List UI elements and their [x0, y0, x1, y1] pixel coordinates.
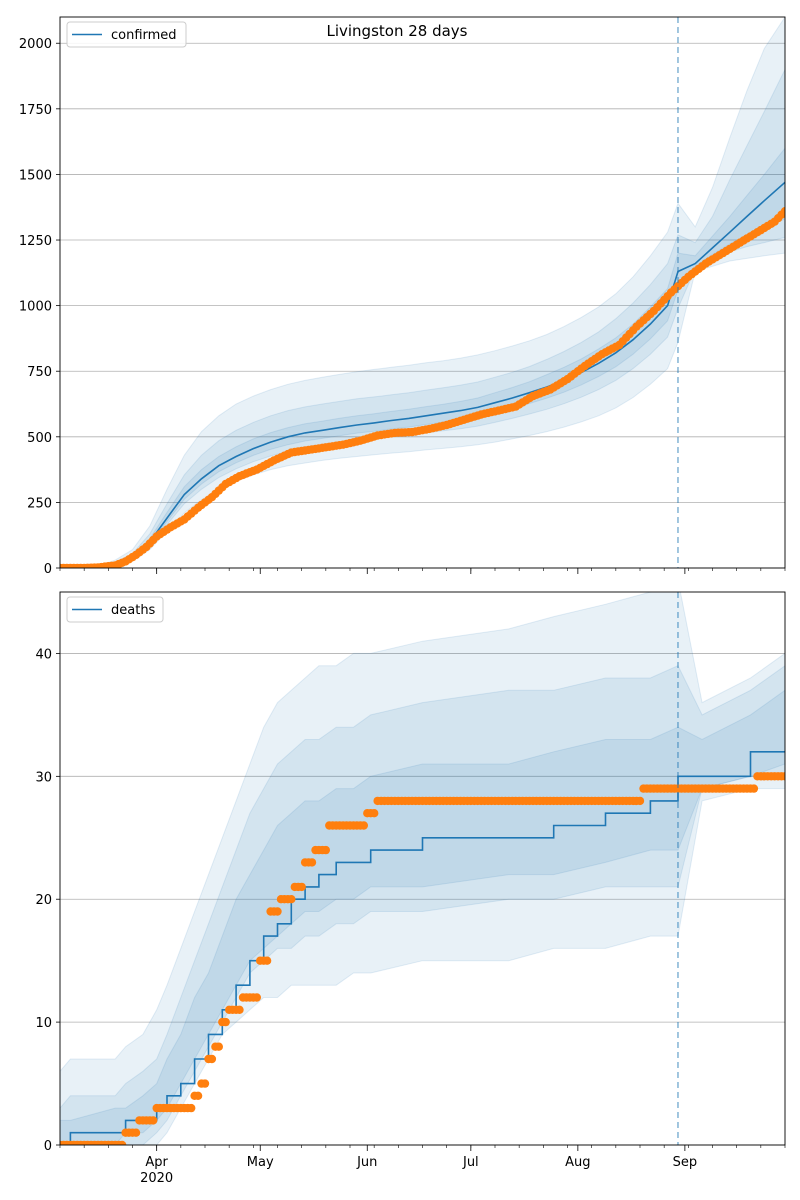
observed-point	[207, 1054, 217, 1064]
y-tick-label: 30	[35, 770, 52, 785]
y-tick-label: 1500	[19, 168, 52, 183]
observed-point	[359, 821, 368, 830]
x-tick-sublabel: 2020	[140, 1171, 173, 1186]
x-tick-label: Sep	[673, 1155, 698, 1170]
observed-point	[307, 858, 317, 867]
deaths-panel: 0 10 20 30 40 Apr May Jun Jul Aug Sep 2020 deaths	[35, 591, 786, 1186]
plot-area	[60, 17, 785, 568]
x-tick-label: Aug	[565, 1155, 590, 1170]
legend-box	[66, 596, 164, 623]
observed-point	[262, 956, 272, 965]
y-tick-label: 40	[35, 647, 52, 662]
observed-point	[749, 784, 759, 793]
uncertainty-band	[60, 147, 785, 568]
observed-point	[780, 207, 785, 216]
observed-point	[193, 1091, 203, 1101]
x-tick-label: Jul	[462, 1155, 479, 1170]
y-tick-label: 1750	[19, 103, 52, 118]
legend: deaths	[66, 596, 164, 623]
y-tick-label: 1000	[19, 300, 52, 315]
y-tick-label: 0	[44, 1139, 52, 1154]
y-tick-label: 0	[44, 562, 52, 577]
x-tick-label: Jun	[356, 1155, 377, 1170]
y-tick-label: 250	[27, 496, 52, 511]
observed-point	[252, 993, 261, 1002]
observed-point	[221, 1017, 230, 1027]
y-tick-label: 10	[35, 1016, 52, 1031]
observed-point	[370, 809, 379, 818]
axes-frame	[59, 16, 786, 569]
legend-label: confirmed	[111, 28, 177, 43]
uncertainty-band	[60, 17, 785, 568]
y-tick-label: 750	[27, 365, 52, 380]
observed-point	[214, 1042, 223, 1051]
observed-point	[187, 1103, 196, 1113]
confirmed-panel: 0 250 500 750 1000 1250 1500 1750 2000 confirmed	[19, 16, 786, 577]
legend-box	[66, 21, 187, 48]
observed-point	[287, 895, 296, 904]
plot-area	[60, 592, 785, 1145]
legend-label: deaths	[111, 603, 156, 618]
observed-point	[321, 845, 330, 855]
observed-point	[635, 796, 645, 806]
chart-title: Livingston 28 days	[326, 22, 467, 40]
observed-point	[131, 1128, 141, 1137]
confirmed-model-line	[60, 181, 785, 568]
observed-point	[235, 1005, 244, 1014]
observed-point	[200, 1079, 210, 1088]
y-tick-label: 1250	[19, 234, 52, 249]
axes-frame	[59, 591, 786, 1146]
observed-point	[297, 882, 306, 892]
y-tick-label: 500	[27, 431, 52, 446]
x-tick-label: Apr	[145, 1155, 168, 1170]
legend: confirmed	[66, 21, 187, 48]
observed-point	[780, 772, 785, 781]
observed-point	[117, 1140, 127, 1145]
y-tick-label: 20	[35, 893, 52, 908]
y-tick-label: 2000	[19, 37, 52, 52]
x-tick-label: May	[247, 1155, 274, 1170]
observed-point	[273, 907, 282, 916]
observed-point	[149, 1116, 158, 1125]
